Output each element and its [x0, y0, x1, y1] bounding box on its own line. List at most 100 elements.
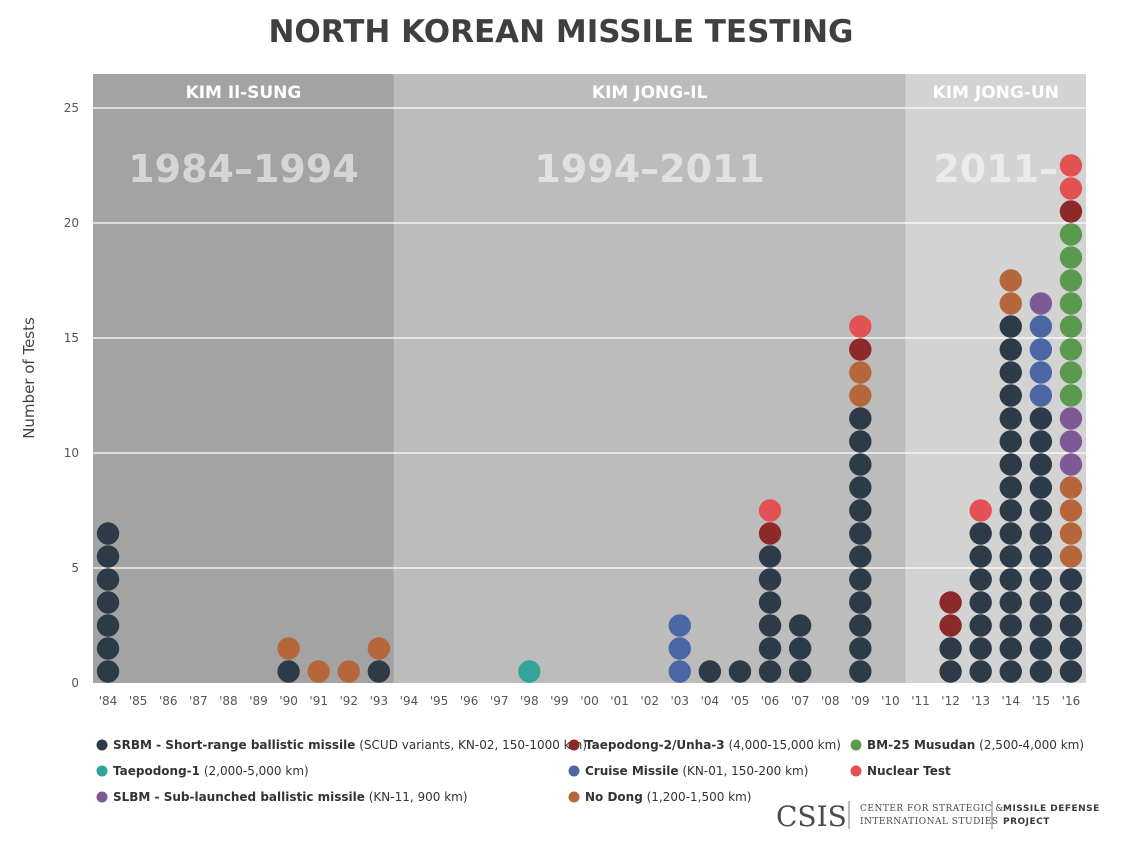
test-dot: [1029, 407, 1053, 430]
test-dot: [1029, 292, 1053, 315]
test-dot: [849, 568, 872, 591]
era-label: KIM Il-SUNG: [186, 83, 302, 103]
legend-item-detail: (2,500-4,000 km): [975, 738, 1084, 752]
test-dot: [758, 545, 782, 568]
test-dot: [1029, 545, 1053, 568]
test-dot: [849, 407, 872, 430]
legend-item-name: Taepodong-1: [113, 764, 200, 778]
x-tick-label: '12: [941, 694, 960, 708]
legend-swatch: [850, 739, 862, 751]
test-dot: [1059, 545, 1083, 568]
test-dot: [939, 614, 962, 637]
csis-logo: CSIS CENTER FOR STRATEGIC & INTERNATIONA…: [776, 800, 1100, 833]
legend-swatch: [850, 765, 862, 777]
era-label: KIM JONG-UN: [933, 83, 1059, 103]
legend-item: BM-25 Musudan (2,500-4,000 km): [867, 738, 1084, 752]
x-tick-label: '11: [911, 694, 930, 708]
test-dot: [999, 568, 1022, 591]
test-dot: [1059, 269, 1083, 292]
test-dot: [1059, 177, 1083, 200]
test-dot: [939, 591, 962, 614]
test-dot: [939, 660, 962, 683]
test-dot: [999, 292, 1022, 315]
test-dot: [1059, 614, 1083, 637]
legend-item: SLBM - Sub-launched ballistic missile (K…: [113, 790, 468, 804]
test-dot: [849, 591, 872, 614]
test-dot: [969, 614, 992, 637]
test-dot: [758, 591, 782, 614]
test-dot: [849, 476, 872, 499]
x-tick-label: '02: [640, 694, 659, 708]
test-dot: [999, 269, 1022, 292]
test-dot: [969, 545, 992, 568]
test-dot: [1059, 200, 1083, 223]
logo-project-1: MISSILE DEFENSE: [1003, 804, 1100, 814]
test-dot: [969, 499, 992, 522]
y-tick-label: 20: [64, 216, 79, 230]
legend-item-detail: (1,200-1,500 km): [643, 790, 752, 804]
y-axis-ticks: 0 5 10 15 20 25: [64, 101, 79, 690]
era-bands: KIM Il-SUNG 1984–1994 KIM JONG-IL 1994–2011…: [93, 74, 1086, 683]
x-tick-label: '00: [580, 694, 599, 708]
y-tick-label: 25: [64, 101, 79, 115]
x-tick-label: '95: [430, 694, 449, 708]
y-tick-label: 10: [64, 446, 79, 460]
legend-item-detail: (KN-11, 900 km): [365, 790, 468, 804]
test-dot: [1029, 591, 1053, 614]
test-dot: [1029, 660, 1053, 683]
test-dot: [969, 568, 992, 591]
legend-item: Cruise Missile (KN-01, 150-200 km): [585, 764, 808, 778]
test-dot: [1029, 361, 1053, 384]
test-dot: [758, 522, 782, 545]
x-tick-label: '04: [701, 694, 720, 708]
legend-item: Taepodong-1 (2,000-5,000 km): [113, 764, 309, 778]
x-tick-label: '16: [1062, 694, 1081, 708]
era-years: 1994–2011: [534, 147, 765, 191]
x-tick-label: '03: [670, 694, 689, 708]
test-dot: [698, 660, 722, 683]
test-dot: [668, 660, 691, 683]
era-band: [905, 74, 1086, 683]
test-dot: [999, 338, 1022, 361]
logo-wordmark: CSIS: [776, 800, 847, 833]
legend-item: No Dong (1,200-1,500 km): [585, 790, 751, 804]
test-dot: [999, 407, 1022, 430]
test-dot: [849, 545, 872, 568]
legend-item: Nuclear Test: [867, 764, 951, 778]
era-years: 1984–1994: [128, 147, 359, 191]
x-axis-ticks: '84 '85 '86 '87 '88 '89 '90 '91 '92 '93 '94 '95 '96 '…: [99, 694, 1080, 708]
x-tick-label: '86: [159, 694, 178, 708]
test-dot: [1029, 338, 1053, 361]
x-tick-label: '88: [219, 694, 238, 708]
legend-swatch: [568, 765, 580, 777]
test-dot: [277, 637, 300, 660]
legend-item: Taepodong-2/Unha-3 (4,000-15,000 km): [585, 738, 841, 752]
x-tick-label: '84: [99, 694, 118, 708]
test-dot: [1029, 384, 1053, 407]
test-dot: [1059, 338, 1083, 361]
test-dot: [1029, 522, 1053, 545]
y-tick-label: 15: [64, 331, 79, 345]
legend-item-name: Nuclear Test: [867, 764, 951, 778]
x-tick-label: '10: [881, 694, 900, 708]
legend-item-name: Taepodong-2/Unha-3: [585, 738, 725, 752]
test-dot: [668, 614, 691, 637]
test-dot: [1059, 522, 1083, 545]
x-tick-label: '94: [400, 694, 419, 708]
test-dot: [1029, 453, 1053, 476]
x-tick-label: '93: [370, 694, 389, 708]
x-tick-label: '92: [339, 694, 358, 708]
test-dot: [999, 499, 1022, 522]
test-dot: [96, 660, 120, 683]
x-tick-label: '14: [1001, 694, 1020, 708]
test-dot: [337, 660, 360, 683]
test-dot: [758, 637, 782, 660]
x-tick-label: '89: [249, 694, 268, 708]
test-dot: [849, 430, 872, 453]
test-dot: [999, 545, 1022, 568]
test-dot: [999, 637, 1022, 660]
test-dot: [849, 384, 872, 407]
test-dot: [96, 591, 120, 614]
y-axis-label: Number of Tests: [20, 317, 38, 439]
